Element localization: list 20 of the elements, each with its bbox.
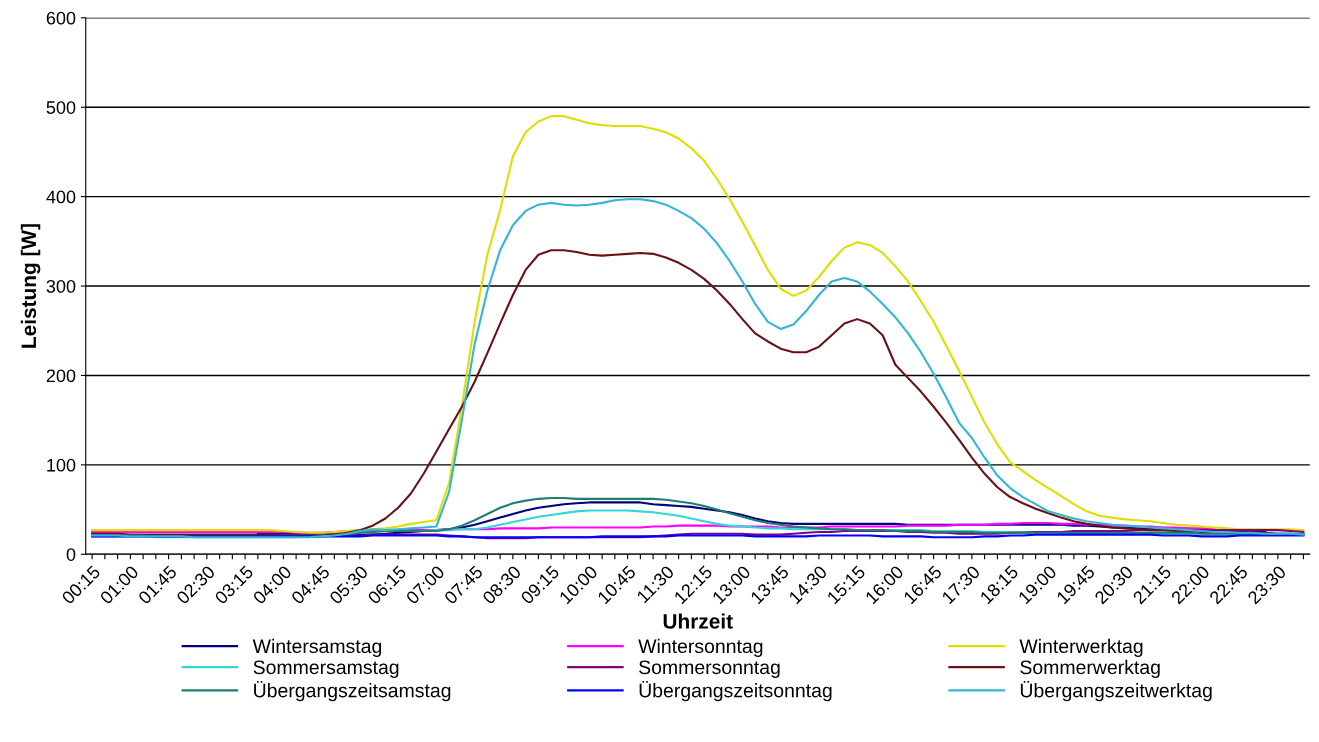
x-axis-title: Uhrzeit [663,613,733,629]
legend-label: Sommerwerktag [1020,659,1160,678]
y-tick-label: 0 [66,548,76,561]
y-axis-title: Leistung [W] [20,224,41,348]
legend-label: Wintersamstag [252,638,382,657]
legend-label: Übergangszeitwerktag [1020,680,1212,702]
y-tick-label: 500 [46,101,76,114]
line-series [91,198,1305,539]
legend-label: Sommersamstag [253,660,399,678]
y-tick-label: 100 [47,458,76,472]
legend-label: Wintersonntag [638,638,763,657]
legend-label: Winterwerktag [1019,638,1143,657]
legend-label: Sommersonntag [639,660,780,678]
line-series [91,115,1305,534]
y-tick-label: 200 [46,369,76,383]
legend-label: Übergangszeitsonntag [639,680,832,702]
y-tick-label: 600 [46,11,76,25]
y-tick-label: 300 [46,279,76,293]
y-tick-label: 400 [46,190,76,204]
legend-label: Übergangszeitsamstag [254,680,451,702]
